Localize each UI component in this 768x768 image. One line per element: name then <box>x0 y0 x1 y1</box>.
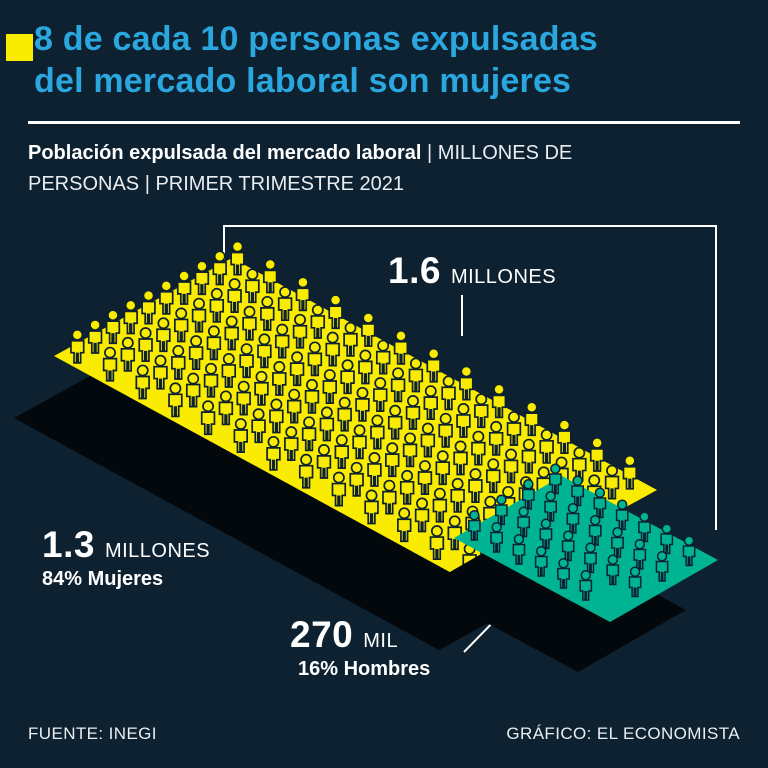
chart-layers <box>14 225 718 672</box>
chart-subtitle: Población expulsada del mercado laboral … <box>28 138 740 200</box>
total-label: 1.6 MILLONES <box>388 250 556 292</box>
page-title-line2: del mercado laboral son mujeres <box>34 62 572 100</box>
women-value: 1.3 <box>42 524 95 565</box>
chart-subtitle-bold: Población expulsada del mercado laboral <box>28 142 422 164</box>
men-value-label: 270 MIL <box>290 614 398 656</box>
credit-label: GRÁFICO: EL ECONOMISTA <box>506 724 740 743</box>
title-accent-square <box>6 34 33 61</box>
men-value: 270 <box>290 614 354 655</box>
men-percent-label: 16% Hombres <box>298 658 431 680</box>
page-title: 8 de cada 10 personas expulsadas del mer… <box>34 18 744 102</box>
chart-subtitle-line2: PERSONAS | PRIMER TRIMESTRE 2021 <box>28 173 405 195</box>
pictogram-chart <box>14 225 718 672</box>
source-label: FUENTE: INEGI <box>28 724 157 743</box>
page-title-line1: 8 de cada 10 personas expulsadas <box>34 20 598 58</box>
chart-subtitle-units: | MILLONES DE <box>427 142 573 164</box>
men-unit: MIL <box>363 630 399 652</box>
total-value: 1.6 <box>388 250 441 291</box>
women-value-label: 1.3 MILLONES <box>42 524 210 566</box>
chart-subtitle-line1: Población expulsada del mercado laboral … <box>28 138 740 169</box>
women-unit: MILLONES <box>104 540 211 562</box>
divider-line <box>28 121 740 124</box>
women-percent-label: 84% Mujeres <box>42 568 164 590</box>
total-unit: MILLONES <box>450 266 557 288</box>
